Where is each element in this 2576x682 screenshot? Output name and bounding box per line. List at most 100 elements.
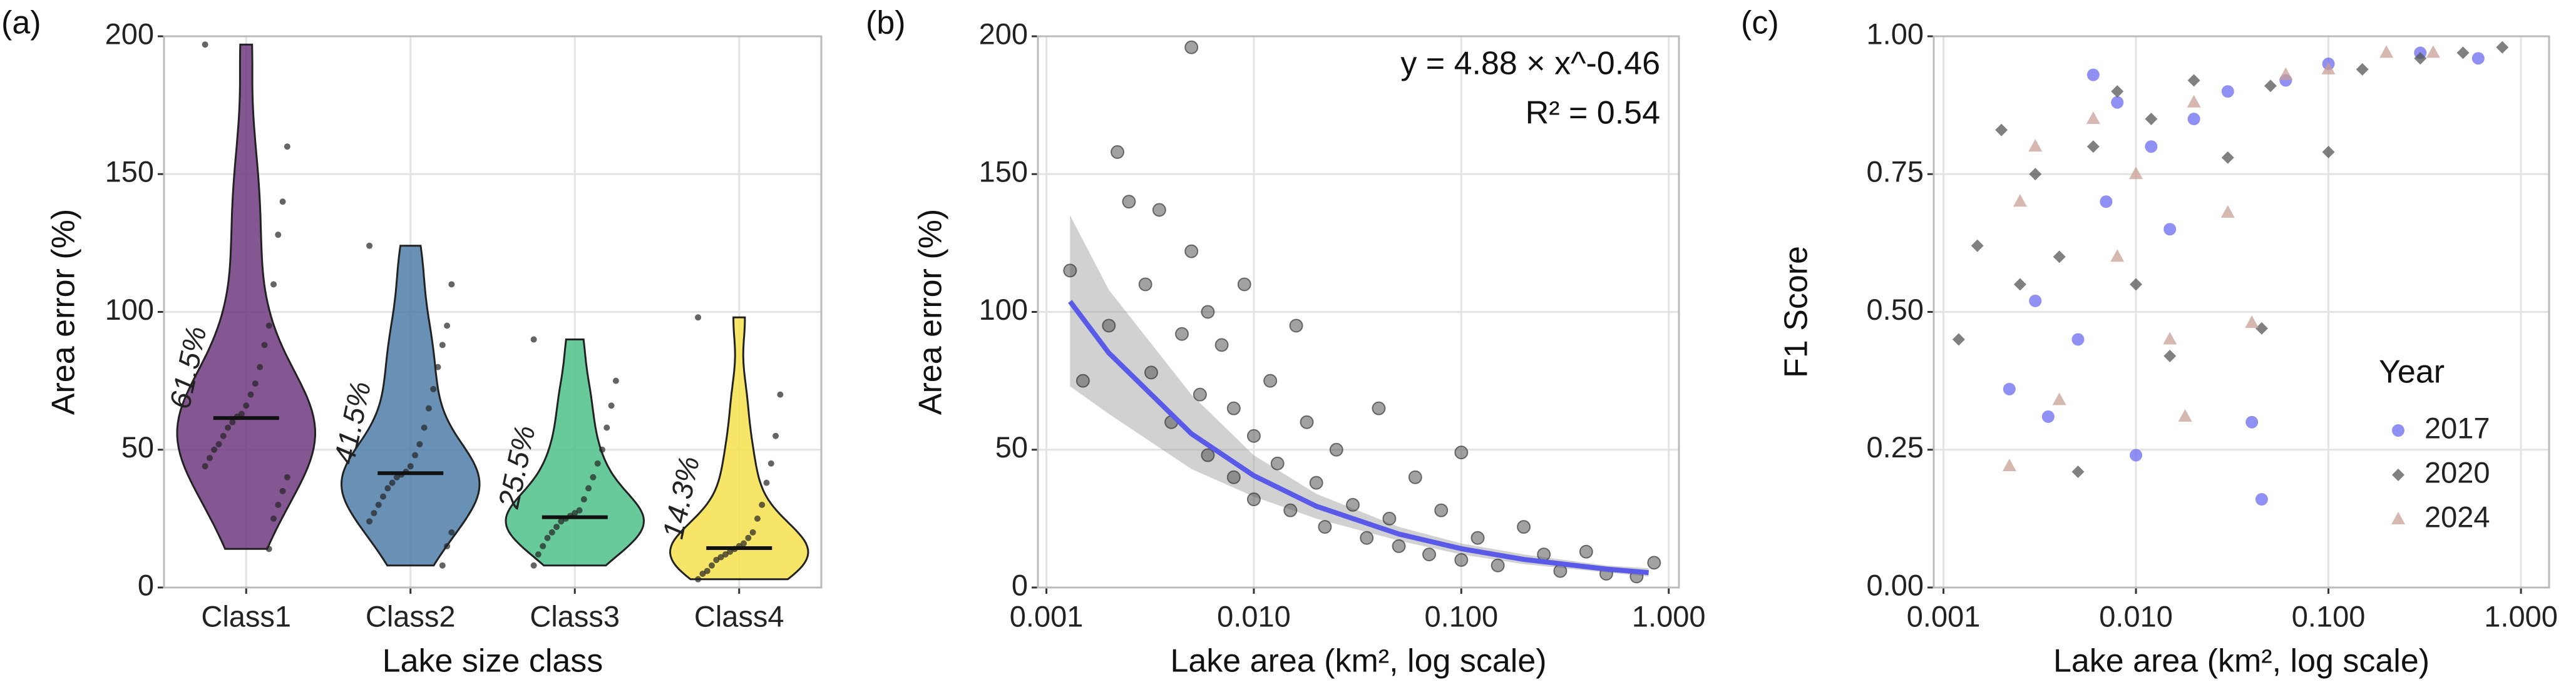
point [1360,531,1374,545]
point [1382,511,1397,526]
point [279,198,286,205]
point [1309,476,1323,490]
y-tick-label: 150 [105,155,154,188]
point [448,281,455,288]
point [220,432,227,439]
point [444,322,451,329]
point [416,440,423,447]
point [2013,278,2026,291]
x-axis-title: Lake area (km², log scale) [2053,643,2430,679]
point [1138,277,1152,292]
point [1263,374,1278,388]
plot-border [1932,35,2550,589]
point [530,336,537,343]
point [2255,322,2268,335]
point [2163,223,2177,236]
point [2187,74,2200,87]
x-tick-label: Class1 [201,599,291,633]
point [2221,85,2234,98]
point [265,322,272,329]
x-tick-label: 0.001 [1907,599,1981,633]
point [393,474,400,481]
y-tick-label: 0 [138,568,154,601]
point [279,487,286,494]
point [2130,449,2143,462]
point [709,562,715,569]
point [572,510,578,517]
point [2279,67,2293,80]
point [425,405,432,412]
point [275,501,282,508]
point [2100,195,2113,208]
point [2245,415,2259,429]
legend-title: Year [2379,354,2445,390]
point [767,460,774,467]
point [2028,139,2043,152]
y-axis-title: Area error (%) [913,209,949,415]
point [284,143,290,150]
point [444,542,451,549]
y-tick-label: 0.00 [1867,568,1924,601]
point [777,391,784,398]
y-tick-label: 0 [1012,568,1028,601]
point [590,474,597,481]
point [1470,531,1485,545]
x-tick-label: 1.000 [2484,599,2558,633]
point [448,529,455,536]
point [2145,113,2158,126]
confidence-band [1070,215,1649,577]
point [2071,333,2085,346]
point [247,391,254,398]
fit-line [1068,300,1649,576]
point [1454,445,1469,460]
point [2245,315,2259,328]
point [699,570,706,577]
point [540,542,547,549]
x-tick-label: 0.010 [2099,599,2173,633]
point [270,281,277,288]
point [745,534,752,541]
point [1184,40,1199,54]
annotation: y = 4.88 × x^-0.46 [1400,46,1660,82]
point [202,41,208,48]
point [1517,520,1531,534]
x-tick-label: Class4 [694,599,784,633]
legend-marker [2391,512,2405,524]
point [2071,465,2085,478]
point [535,551,541,558]
point [741,540,747,547]
point [366,518,373,525]
point [2220,205,2235,218]
point [1971,239,1984,252]
legend-label: 2020 [2425,456,2490,489]
panel-tag: (b) [866,5,906,41]
point [238,410,245,417]
point [439,562,446,569]
legend-marker [2392,469,2404,481]
point [1318,520,1332,534]
point [530,562,537,569]
point [1579,544,1593,559]
y-tick-label: 100 [979,293,1028,326]
y-tick-label: 50 [121,430,154,464]
point [1329,442,1343,457]
point [1184,244,1199,258]
point [1201,305,1215,319]
x-axis-title: Lake size class [382,643,603,679]
violin [505,338,645,567]
y-axis-title: Area error (%) [46,209,82,415]
point [704,567,711,574]
y-tick-label: 0.25 [1867,430,1924,464]
panel-tag: (a) [1,5,41,41]
point [2145,140,2158,153]
point [2163,349,2177,362]
point [1300,415,1314,429]
x-tick-label: 1.000 [1632,599,1706,633]
point [2086,140,2100,153]
point [544,534,551,541]
legend-label: 2024 [2425,500,2490,533]
point [2041,410,2055,423]
point [580,496,587,503]
point [558,518,565,525]
point [612,377,619,384]
